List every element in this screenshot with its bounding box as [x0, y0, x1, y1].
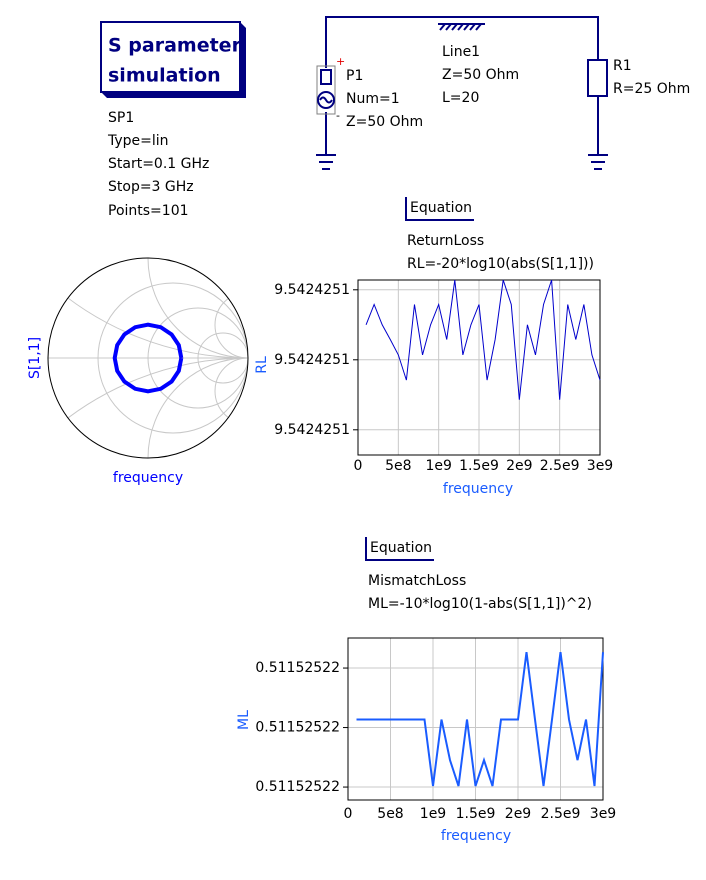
equation-name: MismatchLoss: [368, 573, 466, 589]
x-tick-label: 2.5e9: [540, 458, 580, 474]
x-tick-label: 1.5e9: [459, 458, 499, 474]
y-tick-label: 9.5424251: [274, 282, 350, 298]
resistor-param: R=25 Ohm: [613, 81, 690, 97]
x-tick-label: 5e8: [377, 806, 403, 822]
x-tick-label: 0: [354, 458, 363, 474]
port-param: Z=50 Ohm: [346, 114, 423, 130]
x-tick-label: 2.5e9: [541, 806, 581, 822]
y-tick-label: 0.51152522: [255, 779, 340, 795]
y-tick-label: 0.51152522: [255, 720, 340, 736]
smith-border: [47, 257, 249, 459]
x-tick-label: 1e9: [420, 806, 446, 822]
x-axis-label: frequency: [443, 481, 513, 497]
x-axis-label: frequency: [441, 828, 511, 844]
sim-name: SP1: [108, 110, 134, 126]
equation-label: Equation: [370, 540, 432, 556]
smith-trace: [112, 322, 184, 394]
equation-expr: RL=-20*log10(abs(S[1,1])): [407, 256, 594, 272]
data-line: [365, 279, 601, 400]
equation-name: ReturnLoss: [407, 233, 484, 249]
x-tick-label: 1e9: [425, 458, 451, 474]
sim-param: Type=lin: [107, 133, 169, 149]
x-axis-label: frequency: [113, 470, 183, 486]
y-tick-label: 0.51152522: [255, 660, 340, 676]
sim-box: S parameter simulation: [100, 21, 246, 98]
y-axis-label: S[1,1]: [27, 337, 43, 379]
port-param: Num=1: [346, 91, 400, 107]
x-tick-label: 2e9: [506, 458, 532, 474]
sim-title: simulation: [108, 65, 221, 87]
x-tick-label: 1.5e9: [456, 806, 496, 822]
y-tick-label: 9.5424251: [274, 422, 350, 438]
y-axis-label: RL: [254, 356, 270, 374]
sim-title: S parameter: [108, 35, 242, 57]
y-tick-label: 9.5424251: [274, 352, 350, 368]
y-axis-label: ML: [236, 710, 252, 730]
x-tick-label: 5e8: [385, 458, 411, 474]
x-tick-label: 0: [344, 806, 353, 822]
minus-sign: -: [336, 109, 340, 122]
plot-frame: [347, 637, 604, 801]
sim-param: Start=0.1 GHz: [108, 156, 209, 172]
line-name: Line1: [442, 44, 480, 60]
x-tick-label: 3e9: [590, 806, 616, 822]
sim-param: Points=101: [108, 203, 189, 219]
circuit: + -: [316, 16, 608, 170]
data-line: [356, 652, 604, 787]
line-param: Z=50 Ohm: [442, 67, 519, 83]
line-param: L=20: [442, 90, 479, 106]
sim-param: Stop=3 GHz: [108, 179, 194, 195]
port-name: P1: [346, 68, 363, 84]
equation-expr: ML=-10*log10(1-abs(S[1,1])^2): [368, 596, 592, 612]
x-tick-label: 2e9: [505, 806, 531, 822]
plus-sign: +: [336, 55, 345, 68]
plot-frame: [357, 279, 601, 456]
equation-label: Equation: [410, 200, 472, 216]
x-tick-label: 3e9: [587, 458, 613, 474]
resistor-name: R1: [613, 58, 632, 74]
smith-grid: [48, 258, 248, 458]
